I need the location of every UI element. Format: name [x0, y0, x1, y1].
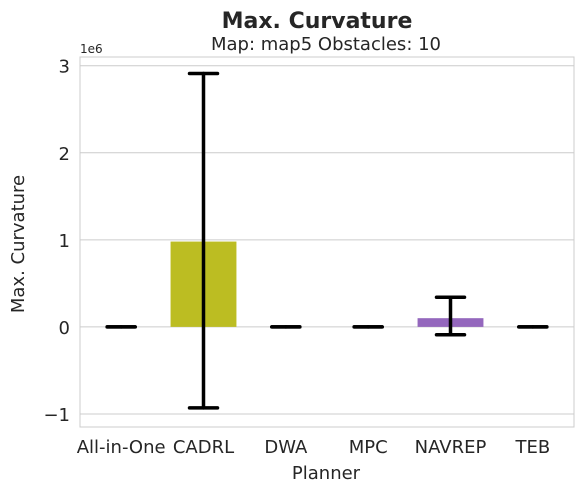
plot-area [105, 71, 549, 410]
x-tick-label: NAVREP [415, 437, 487, 458]
chart-title: Max. Curvature [222, 9, 413, 34]
x-ticks: All-in-One CADRL DWA MPC NAVREP TEB [77, 437, 550, 458]
grid [79, 56, 575, 428]
chart-subtitle: Map: map5 Obstacles: 10 [211, 34, 441, 55]
y-offset-label: 1e6 [80, 42, 103, 56]
plot-frame [79, 56, 575, 428]
y-tick-label: 3 [59, 57, 70, 78]
y-tick-label: 0 [59, 318, 70, 339]
y-tick-label: 1 [59, 231, 70, 252]
x-axis-label: Planner [292, 463, 361, 484]
y-ticks: −1 0 1 2 3 [43, 57, 70, 426]
x-tick-label: DWA [264, 437, 308, 458]
y-tick-label: −1 [43, 405, 70, 426]
x-tick-label: All-in-One [77, 437, 166, 458]
x-tick-label: CADRL [173, 437, 234, 458]
y-tick-label: 2 [59, 144, 70, 165]
y-axis-label: Max. Curvature [8, 175, 29, 313]
x-tick-label: TEB [514, 437, 550, 458]
x-tick-label: MPC [349, 437, 388, 458]
